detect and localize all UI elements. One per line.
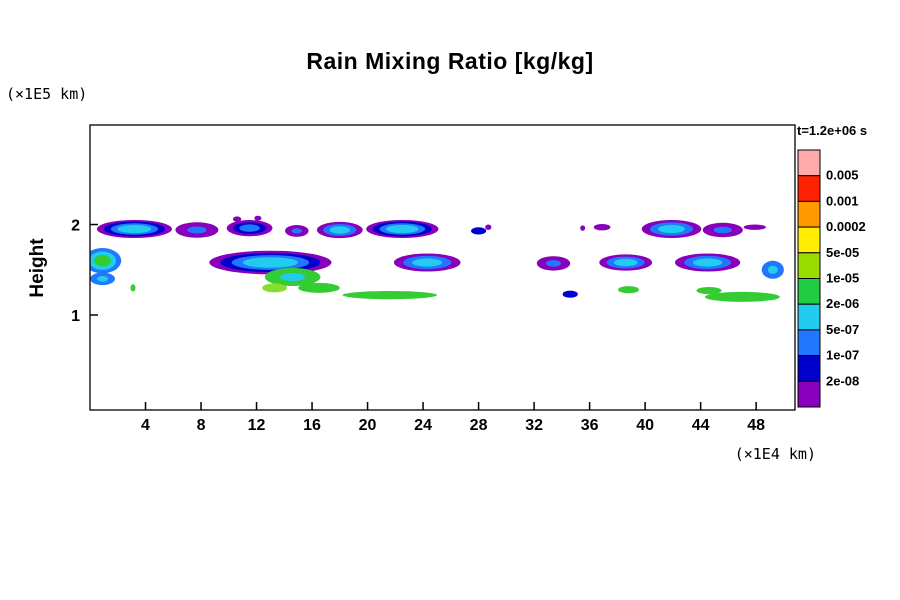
colorbar-label: 1e-05 <box>826 271 859 286</box>
contour-blob-cyan <box>613 258 638 267</box>
y-tick-label: 1 <box>71 308 80 325</box>
x-tick-label: 16 <box>303 417 321 434</box>
contour-blob-green <box>94 255 111 267</box>
contour-blob-green <box>342 291 437 300</box>
contour-blob-blue <box>713 226 732 234</box>
contour-blob-blue <box>187 226 207 234</box>
x-tick-label: 40 <box>636 417 654 434</box>
colorbar-cell <box>797 329 821 357</box>
x-axis-units-label: (×1E4 km) <box>734 445 816 463</box>
x-tick-label: 36 <box>581 417 599 434</box>
contour-blob-cyan <box>117 224 152 234</box>
colorbar-label: 2e-08 <box>826 373 859 388</box>
contour-blob-green <box>696 287 722 295</box>
y-tick-label: 2 <box>71 218 80 235</box>
contour-blob-cyan <box>692 258 723 267</box>
contour-blobs <box>90 215 784 302</box>
colorbar-label: 0.001 <box>826 193 859 208</box>
contour-blob-cyan <box>767 265 778 274</box>
colorbar: 0.005 0.001 0.0002 5e-05 1e-05 2e-06 5e-07 1e-0… <box>797 149 866 408</box>
contour-blob-purple <box>485 224 492 230</box>
contour-blob-purple <box>232 216 242 222</box>
x-tick-label: 28 <box>470 417 488 434</box>
colorbar-cell <box>797 380 821 408</box>
y-axis-units-label: (×1E5 km) <box>6 85 88 103</box>
contour-blob-green <box>130 284 136 292</box>
contour-blob-purple <box>580 225 586 231</box>
colorbar-label: 0.0002 <box>826 219 866 234</box>
colorbar-label: 5e-07 <box>826 322 859 337</box>
x-tick-label: 12 <box>248 417 266 434</box>
contour-blob-cyan <box>280 272 306 282</box>
colorbar-cell <box>797 200 821 228</box>
x-tick-label: 32 <box>525 417 543 434</box>
plot-border <box>89 124 796 411</box>
contour-blob-cyan <box>658 224 685 234</box>
colorbar-cell <box>797 355 821 382</box>
contour-blob-lightgreen <box>262 283 288 293</box>
contour-blob-cyan <box>242 257 298 268</box>
x-tick-label: 4 <box>141 417 150 434</box>
colorbar-label: 0.005 <box>826 168 859 183</box>
contour-blob-purple <box>593 224 611 231</box>
x-tick-label: 44 <box>692 417 710 434</box>
contour-blob-cyan <box>96 275 109 282</box>
colorbar-label: 1e-07 <box>826 348 859 363</box>
contour-blob-darkblue <box>562 290 578 298</box>
colorbar-cell <box>797 226 821 254</box>
plot-frame <box>89 124 796 411</box>
contour-blob-blue <box>546 260 561 267</box>
contour-blob-darkblue <box>471 227 487 235</box>
contour-blob-green <box>704 291 780 302</box>
contour-blob-green <box>298 282 340 293</box>
x-tick-label: 24 <box>414 417 432 434</box>
x-tick-label: 20 <box>359 417 377 434</box>
colorbar-label: 2e-06 <box>826 296 859 311</box>
contour-blob-blue <box>239 224 260 232</box>
contour-blob-green <box>618 286 639 294</box>
contour-blob-purple <box>743 224 766 230</box>
x-tick-label: 48 <box>747 417 765 434</box>
contour-blob-cyan <box>386 224 419 234</box>
chart-title: Rain Mixing Ratio [kg/kg] <box>306 48 594 74</box>
colorbar-cell <box>797 278 821 305</box>
contour-blob-cyan <box>412 258 443 267</box>
colorbar-cell <box>797 252 821 280</box>
x-tick-label: 8 <box>197 417 206 434</box>
colorbar-label: 5e-05 <box>826 245 859 260</box>
colorbar-cell <box>797 175 821 202</box>
contour-blob-cyan <box>329 226 351 234</box>
contour-blob-blue <box>291 228 303 234</box>
colorbar-cell <box>797 303 821 331</box>
colorbar-cell <box>797 149 821 177</box>
time-annotation: t=1.2e+06 s <box>797 123 868 138</box>
contour-blob-purple <box>254 215 262 221</box>
